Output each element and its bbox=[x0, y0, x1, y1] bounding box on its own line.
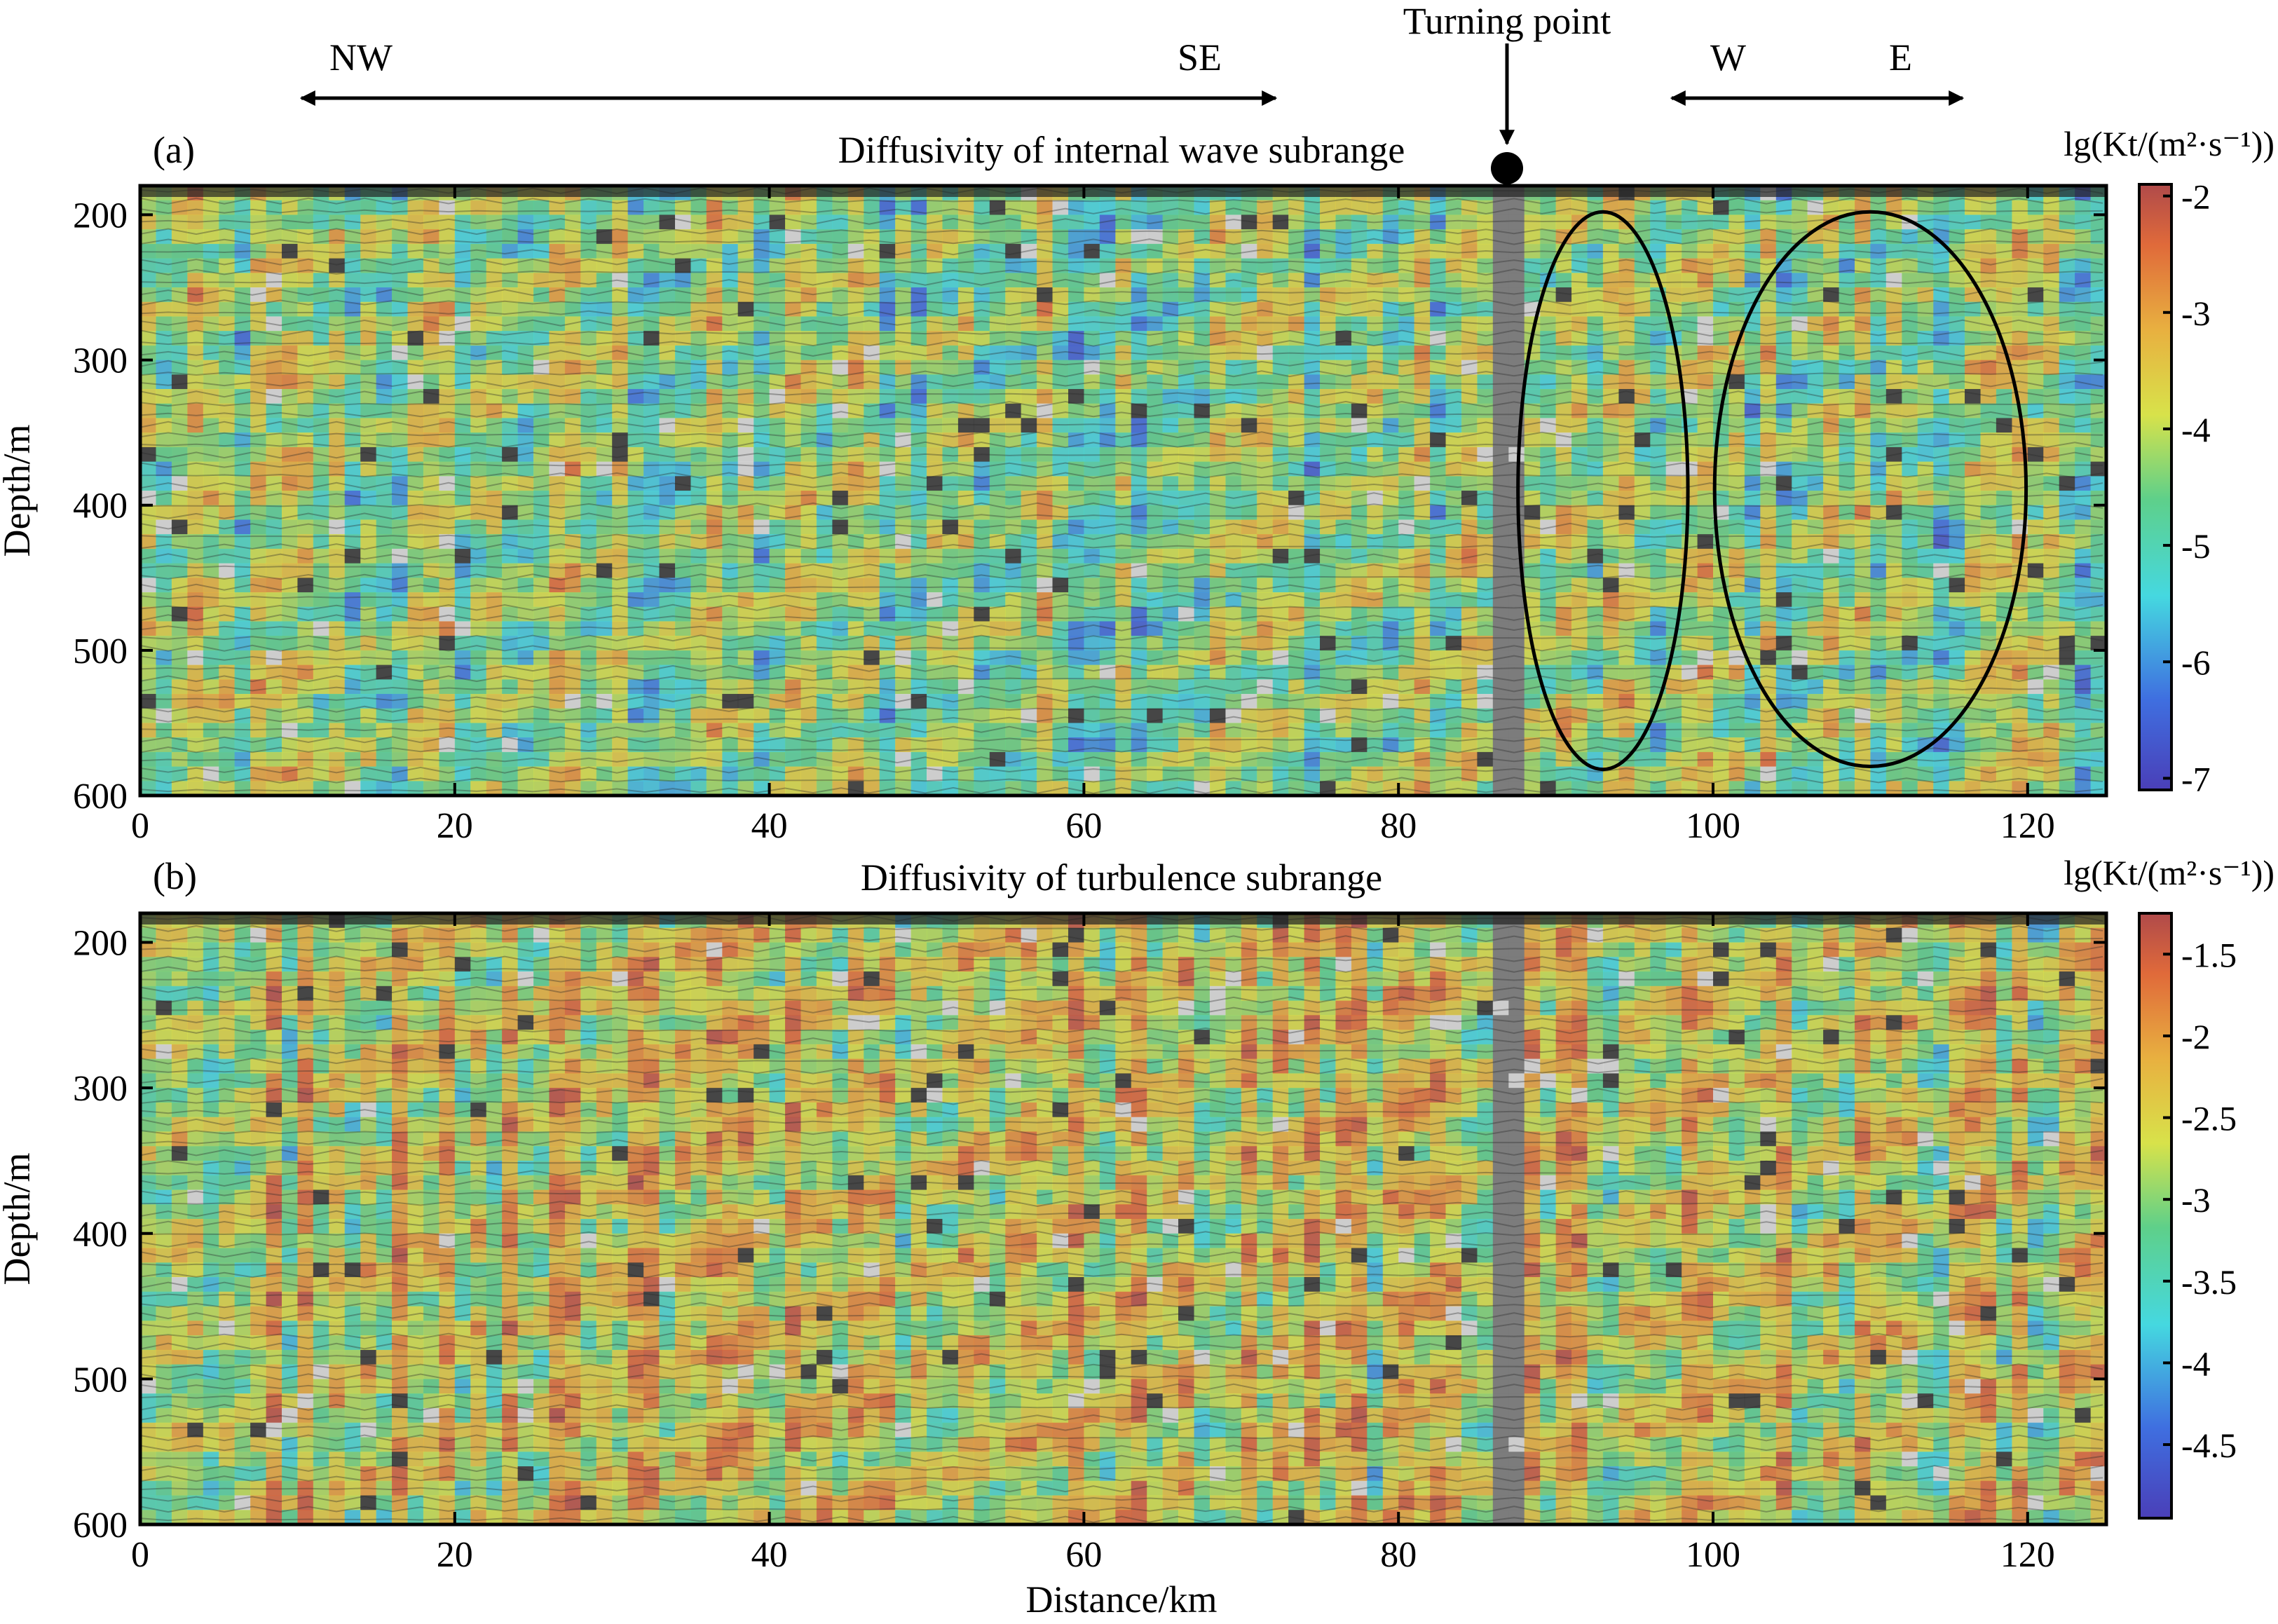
x-tick-label: 80 bbox=[1380, 806, 1417, 846]
x-tick-label: 60 bbox=[1065, 806, 1102, 846]
y-tick-label: 300 bbox=[73, 341, 128, 381]
seismic-reflectors bbox=[139, 915, 2103, 1523]
colorbar-tick-label: -4 bbox=[2181, 1344, 2211, 1383]
x-tick-label: 120 bbox=[2000, 806, 2055, 846]
y-tick-label: 500 bbox=[73, 632, 128, 671]
y-tick-label: 600 bbox=[73, 1506, 128, 1545]
colorbar-tick-label: -7 bbox=[2181, 759, 2211, 798]
colorbar-tick-label: -2 bbox=[2181, 1017, 2211, 1056]
y-tick-label: 400 bbox=[73, 1215, 128, 1255]
highlight-ellipse bbox=[1516, 210, 1690, 772]
x-tick-label: 80 bbox=[1380, 1535, 1417, 1575]
colorbar-tick-label: -3 bbox=[2181, 1180, 2211, 1220]
y-axis-label: Depth/m bbox=[0, 425, 38, 557]
y-tick-label: 400 bbox=[73, 486, 128, 526]
panel-label: (b) bbox=[153, 855, 197, 897]
x-tick-label: 20 bbox=[437, 1535, 473, 1575]
colorbar-label: lg(Kt/(m²·s⁻¹)) bbox=[2064, 124, 2274, 163]
plot-frame bbox=[138, 911, 2108, 1527]
plot-frame bbox=[138, 184, 2108, 798]
colorbar-tick-label: -1.5 bbox=[2181, 935, 2237, 974]
y-tick-label: 500 bbox=[73, 1360, 128, 1400]
sea-surface-band bbox=[140, 913, 2106, 924]
x-tick-label: 20 bbox=[437, 806, 473, 846]
sea-surface-band bbox=[140, 186, 2106, 197]
y-tick-label: 200 bbox=[73, 196, 128, 236]
turning-point-marker bbox=[1491, 152, 1523, 184]
colorbar-gradient bbox=[2138, 912, 2173, 1520]
colorbar-tick-label: -2.5 bbox=[2181, 1099, 2237, 1138]
colorbar-label: lg(Kt/(m²·s⁻¹)) bbox=[2064, 853, 2274, 892]
colorbar-gradient bbox=[2138, 183, 2173, 791]
panel-label: (a) bbox=[153, 129, 195, 171]
colorbar-tick-label: -4.5 bbox=[2181, 1426, 2237, 1465]
nw-label: NW bbox=[329, 36, 393, 79]
panel-title: Diffusivity of internal wave subrange bbox=[838, 129, 1405, 171]
x-tick-label: 40 bbox=[751, 1535, 788, 1575]
panel-a: 0 20 40 60 80 100 120 200 300 400 500 600 Depth/m (a)… bbox=[0, 124, 2274, 846]
highlight-ellipse bbox=[1712, 210, 2028, 769]
colorbar-tick-label: -5 bbox=[2181, 526, 2211, 566]
x-tick-label: 120 bbox=[2000, 1535, 2055, 1575]
x-tick-label: 40 bbox=[751, 806, 788, 846]
panel-b: 0 20 40 60 80 100 120 200 300 400 500 600 Depth/m (b)… bbox=[0, 853, 2274, 1575]
y-tick-label: 200 bbox=[73, 924, 128, 964]
panel-title: Diffusivity of turbulence subrange bbox=[861, 857, 1382, 899]
x-tick-label: 0 bbox=[131, 806, 149, 846]
x-tick-label: 100 bbox=[1686, 806, 1740, 846]
colorbar-tick-label: -6 bbox=[2181, 643, 2211, 682]
colorbar: -1.5 -2 -2.5 -3 -3.5 -4 -4.5 lg(Kt/(m²·s⁻¹)) bbox=[2064, 853, 2274, 1520]
colorbar: -2 -3 -4 -5 -6 -7 lg(Kt/(m²·s⁻¹)) bbox=[2064, 124, 2274, 798]
colorbar-tick-label: -3 bbox=[2181, 294, 2211, 333]
diffusivity-field bbox=[140, 913, 2107, 1525]
w-label: W bbox=[1710, 36, 1746, 79]
colorbar-tick-label: -4 bbox=[2181, 410, 2211, 449]
colorbar-tick-label: -2 bbox=[2181, 177, 2211, 217]
se-label: SE bbox=[1178, 36, 1222, 79]
direction-header: NW SE W E Turning point bbox=[299, 0, 1965, 184]
diffusivity-field bbox=[140, 186, 2107, 796]
y-tick-label: 300 bbox=[73, 1069, 128, 1109]
x-tick-label: 100 bbox=[1686, 1535, 1740, 1575]
x-tick-label: 0 bbox=[131, 1535, 149, 1575]
turning-point-label: Turning point bbox=[1403, 0, 1611, 42]
y-axis-label: Depth/m bbox=[0, 1153, 38, 1285]
colorbar-tick-label: -3.5 bbox=[2181, 1262, 2237, 1302]
x-tick-label: 60 bbox=[1065, 1535, 1102, 1575]
x-axis-label: Distance/km bbox=[1026, 1578, 1218, 1620]
e-label: E bbox=[1889, 36, 1912, 79]
y-tick-label: 600 bbox=[73, 777, 128, 817]
